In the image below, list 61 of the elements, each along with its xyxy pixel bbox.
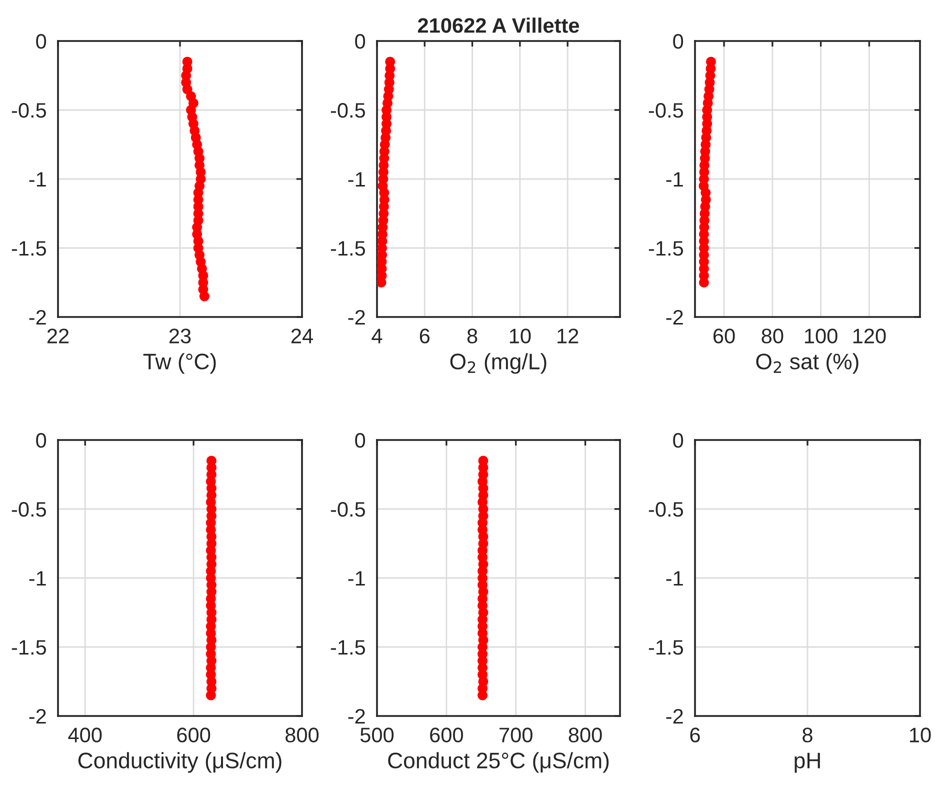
y-tick-label: -0.5 xyxy=(330,502,366,517)
y-tick-label: 0 xyxy=(36,433,46,448)
x-tick-label: 600 xyxy=(177,728,210,742)
y-tick-label: -2 xyxy=(348,709,365,724)
x-tick-label: 23 xyxy=(169,328,191,344)
y-tick-label: -1 xyxy=(348,172,365,187)
x-tick-label: 500 xyxy=(360,728,394,742)
y-tick-label: -1.5 xyxy=(330,241,366,256)
y-tick-label: -0.5 xyxy=(330,103,366,118)
point xyxy=(199,291,210,302)
x-axis-title: O$_{2}$ (mg/L) xyxy=(450,353,546,374)
x-axis-title: O$_{2}$ sat (%) xyxy=(756,353,858,374)
y-tick-label: 0 xyxy=(673,433,684,448)
x-tick-label: 700 xyxy=(500,728,532,742)
y-tick-label: -1 xyxy=(348,571,365,586)
y-tick-label: 0 xyxy=(36,34,46,49)
x-tick-label: 6 xyxy=(420,328,430,344)
x-tick-label: 60 xyxy=(714,328,735,344)
y-tick-label: -1 xyxy=(666,571,683,586)
x-tick-label: 80 xyxy=(762,328,784,344)
y-tick-label: -1.5 xyxy=(330,640,366,655)
x-tick-label: 12 xyxy=(558,328,578,344)
y-tick-label: -0.5 xyxy=(648,103,684,118)
x-axis-title: Conductivity (μS/cm) xyxy=(78,752,282,773)
y-tick-label: -2 xyxy=(666,310,683,325)
point xyxy=(377,277,386,288)
x-tick-label: 800 xyxy=(568,728,602,742)
y-tick-label: 0 xyxy=(673,34,684,49)
x-tick-label: 600 xyxy=(430,728,463,742)
chart-title: 210622 A Villette xyxy=(418,18,580,33)
x-tick-label: 8 xyxy=(802,728,812,742)
x-tick-label: 24 xyxy=(291,328,313,344)
y-tick-label: -1.5 xyxy=(12,640,46,655)
x-tick-label: 100 xyxy=(805,328,838,344)
y-tick-label: -2 xyxy=(666,709,683,724)
x-tick-label: 6 xyxy=(690,728,700,742)
y-tick-label: -1 xyxy=(666,172,683,187)
y-tick-label: -1 xyxy=(29,172,46,187)
x-tick-label: 10 xyxy=(510,328,531,344)
y-tick-label: 0 xyxy=(355,34,366,49)
y-tick-label: -2 xyxy=(29,310,46,325)
y-tick-label: 0 xyxy=(355,433,366,448)
x-axis-title: Tw (°C) xyxy=(143,353,216,374)
x-tick-label: 120 xyxy=(853,328,886,344)
y-tick-label: -0.5 xyxy=(12,502,46,517)
y-tick-label: -0.5 xyxy=(648,502,684,517)
y-tick-label: -1.5 xyxy=(648,241,684,256)
x-tick-label: 22 xyxy=(47,328,69,344)
y-tick-label: -1.5 xyxy=(12,241,46,256)
y-tick-label: -0.5 xyxy=(12,103,46,118)
x-tick-label: 10 xyxy=(910,728,931,742)
x-tick-label: 8 xyxy=(467,328,478,344)
x-tick-label: 400 xyxy=(68,728,102,742)
x-axis-title: Conduct 25°C (μS/cm) xyxy=(388,752,609,773)
y-tick-label: -2 xyxy=(29,709,46,724)
x-tick-label: 4 xyxy=(372,328,382,344)
x-tick-label: 800 xyxy=(286,728,319,742)
y-tick-label: -2 xyxy=(348,310,365,325)
y-tick-label: -1 xyxy=(29,571,46,586)
y-tick-label: -1.5 xyxy=(648,640,684,655)
x-axis-title: pH xyxy=(794,752,820,773)
